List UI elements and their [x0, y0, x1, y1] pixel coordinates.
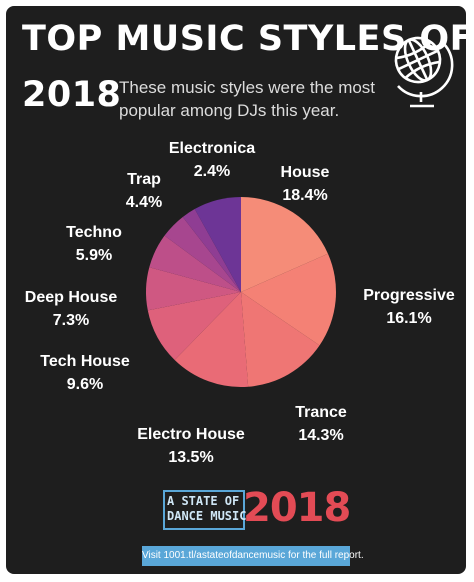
logo-box [163, 490, 245, 530]
slice-value-electro-house: 13.5% [168, 449, 213, 466]
slice-label-electronica: Electronica [169, 140, 255, 157]
pie-slice-electronica [182, 209, 241, 292]
report-link-text[interactable]: Visit 1001.tl/astateofdancemusic for the… [142, 550, 364, 561]
title-line-1: TOP MUSIC STYLES OF [22, 19, 466, 59]
pie-slice-tech-house [147, 292, 241, 361]
pie-chart: House 18.4% Progressive 16.1% Trance 14.3% Ele… [25, 140, 455, 466]
slice-value-trance: 14.3% [298, 427, 343, 444]
globe-icon [394, 36, 454, 108]
subtitle: These music styles were the most popular… [119, 76, 389, 122]
logo-line-1: A STATE OF [167, 494, 240, 508]
pie-slice-techno [149, 235, 241, 292]
slice-value-deep-house: 7.3% [53, 312, 89, 329]
subtitle-line-2: popular among DJs this year. [119, 101, 340, 120]
slice-value-tech-house: 9.6% [67, 376, 103, 393]
slice-label-tech-house: Tech House [40, 353, 130, 370]
slice-label-house: House [281, 164, 330, 181]
pie-slice-other [194, 197, 241, 292]
infographic-card: TOP MUSIC STYLES OF 2018 These music sty… [6, 6, 466, 574]
slice-label-deep-house: Deep House [25, 289, 118, 306]
page-title: TOP MUSIC STYLES OF 2018 [22, 18, 466, 115]
slice-label-electro-house: Electro House [137, 426, 245, 443]
slice-value-house: 18.4% [282, 187, 327, 204]
slice-value-trap: 4.4% [126, 194, 162, 211]
report-logo: A STATE OF DANCE MUSIC 2018 [163, 485, 351, 538]
pie-slice-trance [241, 292, 320, 387]
slice-value-electronica: 2.4% [194, 163, 230, 180]
report-link-banner[interactable]: Visit 1001.tl/astateofdancemusic for the… [142, 546, 364, 566]
pie-slice-house [241, 197, 328, 292]
slice-label-progressive: Progressive [363, 287, 455, 304]
subtitle-line-1: These music styles were the most [119, 78, 376, 97]
slice-value-progressive: 16.1% [386, 310, 431, 327]
pie-slice-deep-house [146, 267, 241, 311]
pie-slice-progressive [241, 253, 337, 346]
logo-line-2: DANCE MUSIC [167, 509, 247, 523]
slice-label-trance: Trance [295, 404, 347, 421]
slice-label-techno: Techno [66, 224, 122, 241]
logo-year: 2018 [243, 485, 351, 531]
pie-slice-electro-house [174, 292, 249, 388]
title-line-2: 2018 [22, 75, 122, 115]
slice-label-trap: Trap [127, 171, 161, 188]
slice-value-techno: 5.9% [76, 247, 112, 264]
pie-slice-trap [164, 216, 241, 292]
